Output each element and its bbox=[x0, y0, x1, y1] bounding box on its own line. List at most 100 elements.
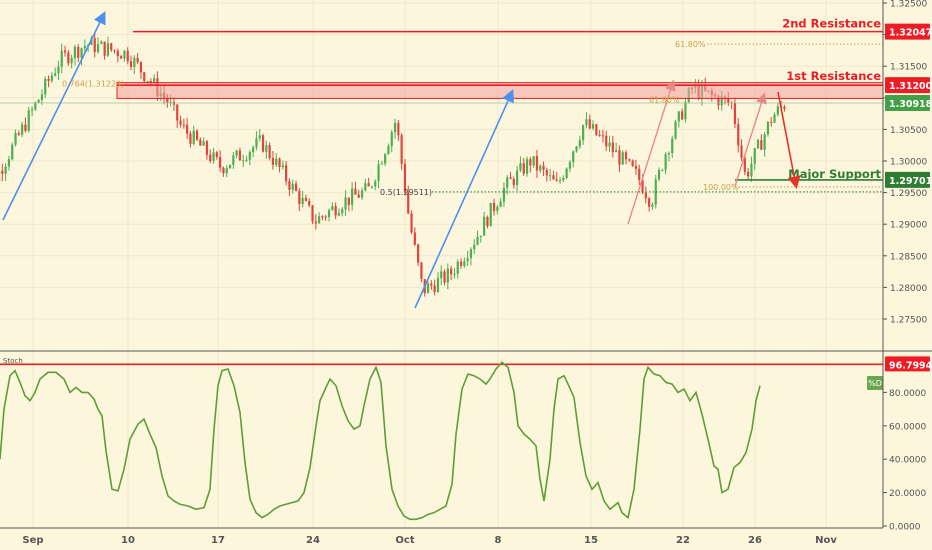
major-support-price-tag-text: 1.29701 bbox=[889, 176, 932, 187]
candle-body bbox=[572, 151, 575, 163]
date-tick-label: 8 bbox=[495, 535, 502, 546]
candle-body bbox=[608, 142, 611, 147]
candle-body bbox=[294, 183, 298, 191]
candle-body bbox=[773, 114, 776, 123]
candle-body bbox=[17, 132, 20, 135]
stoch-line bbox=[0, 361, 761, 521]
date-tick-label: 17 bbox=[211, 535, 225, 546]
stoch-reference-tag-text: 96.7994 bbox=[889, 360, 932, 371]
candle-body bbox=[737, 124, 740, 146]
current-price-tag-bg bbox=[885, 94, 930, 111]
candle-body bbox=[476, 236, 479, 245]
candle-body bbox=[601, 135, 605, 137]
candle-body bbox=[519, 163, 522, 171]
candle-body bbox=[50, 75, 53, 81]
pink-arrow-1 bbox=[627, 79, 676, 225]
candle-body bbox=[496, 206, 499, 211]
fib-label-100: 100.00% bbox=[703, 183, 739, 192]
date-tick-label: Sep bbox=[22, 535, 43, 546]
candle-body bbox=[186, 124, 189, 134]
candle-body bbox=[351, 188, 354, 205]
price-tick-label: 1.32500 bbox=[890, 0, 927, 10]
candle-body bbox=[674, 121, 677, 139]
candle-body bbox=[453, 273, 456, 275]
price-labels: 1.32047 1.31200 1.30918 1.29701 96.7994 bbox=[885, 23, 932, 372]
candle-body bbox=[364, 183, 367, 191]
candle-body bbox=[605, 135, 608, 147]
candle-body bbox=[648, 198, 651, 207]
candle-body bbox=[377, 164, 380, 182]
second-resistance-price-tag-bg bbox=[885, 23, 930, 40]
candle-body bbox=[417, 244, 420, 263]
major-support-price-tag-bg bbox=[885, 171, 930, 188]
candle-body bbox=[578, 140, 581, 147]
candle-body bbox=[54, 73, 57, 76]
candle-body bbox=[248, 152, 251, 160]
second-resistance-label: 2nd Resistance bbox=[782, 17, 881, 31]
candle-body bbox=[314, 221, 317, 224]
candle-body bbox=[179, 120, 182, 125]
stoch-series-tag: %D bbox=[867, 376, 883, 390]
candle-body bbox=[143, 72, 146, 82]
candle-body bbox=[261, 135, 265, 152]
candle-body bbox=[63, 50, 67, 53]
candle-body bbox=[90, 38, 93, 45]
candle-body bbox=[202, 141, 205, 146]
stoch-reference-tag-bg bbox=[885, 356, 930, 372]
candle-body bbox=[126, 50, 129, 62]
candle-body bbox=[70, 58, 73, 64]
candle-body bbox=[684, 102, 687, 120]
candle-body bbox=[634, 165, 638, 169]
candle-body bbox=[641, 179, 644, 193]
major-support-price-tag: 1.29701 bbox=[885, 171, 932, 188]
candle-body bbox=[271, 157, 275, 165]
candle-body bbox=[677, 111, 680, 122]
stoch-series-tag-bg bbox=[867, 376, 883, 390]
candle-body bbox=[443, 271, 446, 283]
candle-body bbox=[347, 197, 350, 205]
candle-body bbox=[545, 169, 548, 176]
candle-body bbox=[133, 57, 136, 67]
price-tick-label: 1.29000 bbox=[890, 221, 927, 231]
candle-body bbox=[245, 159, 248, 161]
candle-body bbox=[512, 178, 515, 185]
candle-body bbox=[446, 268, 449, 283]
stoch-tick-label: 80.0000 bbox=[889, 389, 926, 399]
candle-body bbox=[136, 57, 139, 63]
candle-body bbox=[288, 181, 291, 190]
stoch-tick-label: 40.0000 bbox=[889, 456, 926, 466]
candle-body bbox=[222, 167, 225, 174]
candle-body bbox=[129, 61, 133, 67]
candle-body bbox=[638, 168, 641, 180]
date-tick-label: 15 bbox=[584, 535, 598, 546]
candle-body bbox=[281, 165, 284, 168]
candle-body bbox=[304, 198, 308, 201]
candle-body bbox=[27, 110, 30, 131]
candle-body bbox=[727, 98, 730, 103]
fib-label-05: 0.5(1.29511) bbox=[380, 188, 432, 197]
candle-body bbox=[611, 142, 614, 153]
candle-body bbox=[430, 283, 433, 286]
candle-body bbox=[298, 190, 301, 204]
red-arrow-down bbox=[777, 91, 801, 190]
stoch-title: Stoch bbox=[3, 357, 23, 365]
candle-body bbox=[733, 102, 737, 125]
candle-body bbox=[552, 175, 555, 180]
candle-body bbox=[113, 49, 116, 51]
candle-body bbox=[502, 187, 506, 202]
candle-body bbox=[47, 78, 50, 81]
candle-body bbox=[565, 168, 568, 179]
candle-body bbox=[747, 171, 750, 177]
candle-body bbox=[110, 43, 113, 50]
candle-body bbox=[384, 154, 387, 164]
candle-body bbox=[450, 268, 453, 275]
candle-body bbox=[153, 78, 156, 83]
candle-body bbox=[324, 216, 327, 218]
candle-body bbox=[783, 106, 786, 109]
candle-body bbox=[116, 50, 119, 57]
stoch-series-name: %D bbox=[868, 379, 882, 388]
candle-body bbox=[80, 48, 83, 58]
candle-body bbox=[367, 183, 370, 187]
candle-body bbox=[357, 194, 360, 198]
